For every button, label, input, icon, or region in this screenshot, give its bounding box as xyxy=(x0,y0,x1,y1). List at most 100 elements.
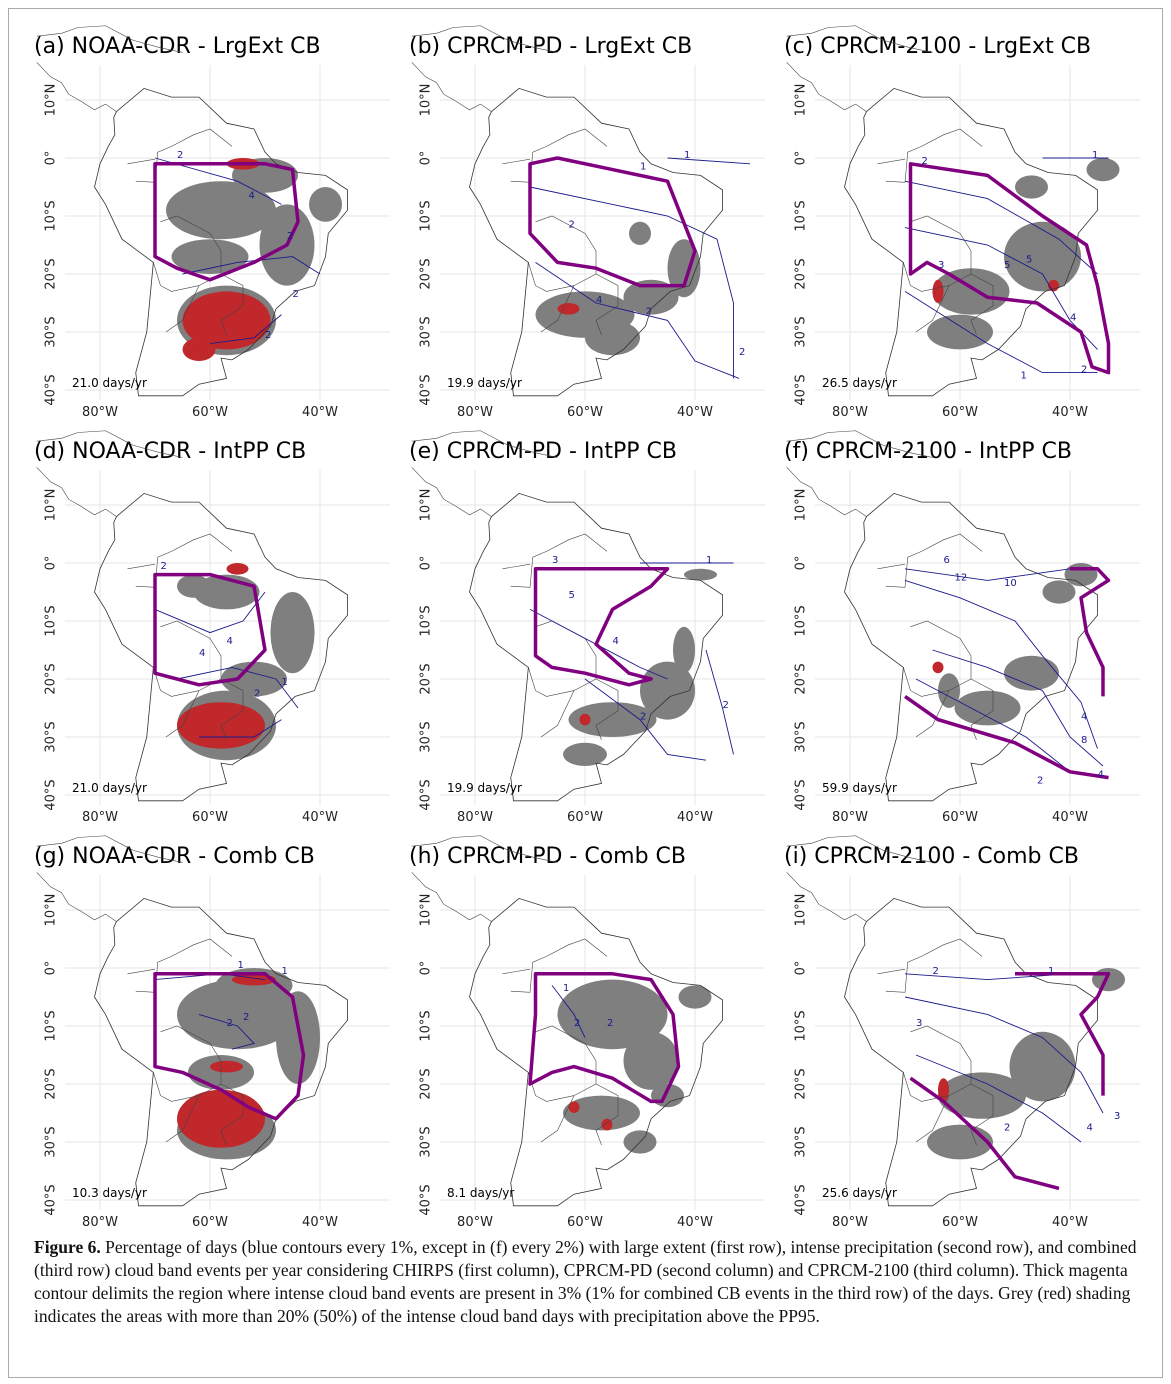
figure: (a) NOAA-CDR - LrgExt CB10°N0°10°S20°S30… xyxy=(34,25,1140,1230)
border xyxy=(36,25,183,53)
contour-label: 5 xyxy=(1026,254,1032,265)
red-shading xyxy=(579,713,591,726)
border xyxy=(510,128,608,183)
lon-tick-label: 60°W xyxy=(567,810,603,825)
border xyxy=(786,25,933,53)
blue-contour xyxy=(154,591,266,634)
lat-tick-label: 30°S xyxy=(794,721,809,752)
lat-tick-label: 10°S xyxy=(419,200,434,231)
lat-tick-label: 10°S xyxy=(419,605,434,636)
grey-shading xyxy=(1004,655,1059,691)
blue-contour xyxy=(551,985,586,1038)
border xyxy=(153,1072,222,1102)
blue-contour xyxy=(904,996,1104,1114)
blue-contour xyxy=(199,719,282,738)
coastline xyxy=(94,87,348,397)
red-shading xyxy=(557,303,580,315)
lat-tick-label: 10°N xyxy=(794,894,809,927)
grey-shading xyxy=(568,702,657,737)
lon-tick-label: 60°W xyxy=(942,1215,978,1230)
lon-tick-label: 80°W xyxy=(457,1215,493,1230)
lat-tick-label: 20°S xyxy=(794,663,809,694)
blue-contour xyxy=(198,1013,255,1050)
lat-tick-label: 0° xyxy=(794,556,809,571)
contour-label: 4 xyxy=(613,636,619,647)
border xyxy=(885,533,983,588)
border xyxy=(411,25,558,53)
border xyxy=(411,62,492,112)
border xyxy=(903,262,972,292)
blue-contour xyxy=(209,314,282,345)
contour-label: 2 xyxy=(607,1018,613,1029)
lat-tick-label: 20°S xyxy=(794,1068,809,1099)
blue-contour xyxy=(904,180,1098,275)
lat-tick-label: 10°S xyxy=(419,1010,434,1041)
lat-tick-label: 10°N xyxy=(44,489,59,522)
days-label: 26.5 days/yr xyxy=(822,376,897,390)
border xyxy=(915,1095,950,1143)
panel-title: (e) CPRCM-PD - IntPP CB xyxy=(409,439,677,464)
border xyxy=(165,1095,200,1143)
days-label: 25.6 days/yr xyxy=(822,1186,897,1200)
lat-tick-label: 40°S xyxy=(419,1184,434,1215)
lat-tick-label: 20°S xyxy=(419,663,434,694)
grey-shading xyxy=(1015,175,1048,199)
map-panel: (g) NOAA-CDR - Comb CB 10°N 0° 10°S 20°S 30°S… xyxy=(34,835,390,1230)
panel-title: (a) NOAA-CDR - LrgExt CB xyxy=(34,34,321,59)
lat-tick-label: 10°S xyxy=(44,605,59,636)
blue-contour xyxy=(915,1054,1082,1143)
border xyxy=(36,430,183,458)
contour-label: 2 xyxy=(177,150,183,161)
grey-shading xyxy=(932,268,1010,315)
contour-label: 4 xyxy=(249,191,255,202)
contour-label: 1 xyxy=(684,150,690,161)
lon-tick-label: 40°W xyxy=(677,1215,713,1230)
lat-tick-label: 0° xyxy=(419,961,434,976)
lon-tick-label: 40°W xyxy=(1052,1215,1088,1230)
map-panel: (e) CPRCM-PD - IntPP CB 10°N 0° 10°S 20°S 30°… xyxy=(409,430,765,825)
border xyxy=(786,467,867,517)
contour-label: 3 xyxy=(938,260,944,271)
lat-tick-label: 10°S xyxy=(794,605,809,636)
border xyxy=(877,563,906,570)
contour-label: 2 xyxy=(1081,365,1087,376)
lon-tick-label: 60°W xyxy=(567,405,603,420)
panel-title: (b) CPRCM-PD - LrgExt CB xyxy=(409,34,692,59)
border xyxy=(502,968,531,975)
coastline xyxy=(844,897,1098,1207)
border xyxy=(786,835,933,863)
border xyxy=(127,968,156,975)
lat-tick-label: 40°S xyxy=(794,1184,809,1215)
grey-shading xyxy=(954,690,1021,726)
lat-tick-label: 30°S xyxy=(44,316,59,347)
border xyxy=(510,938,608,993)
contour-label: 4 xyxy=(1098,770,1104,781)
border xyxy=(540,285,575,333)
blue-contour xyxy=(904,291,1098,374)
border xyxy=(153,667,222,697)
blue-contour xyxy=(584,678,707,761)
border xyxy=(786,430,933,458)
grey-shading xyxy=(215,968,293,1003)
grey-shading xyxy=(171,239,249,274)
lat-tick-label: 0° xyxy=(44,151,59,166)
grey-shading xyxy=(563,742,607,767)
border xyxy=(411,835,558,863)
border xyxy=(135,128,233,183)
lat-tick-label: 10°N xyxy=(794,84,809,117)
lat-tick-label: 40°S xyxy=(44,374,59,405)
lat-tick-label: 20°S xyxy=(44,663,59,694)
lat-tick-label: 20°S xyxy=(44,258,59,289)
days-label: 19.9 days/yr xyxy=(447,376,522,390)
blue-contour xyxy=(904,568,1071,581)
red-shading xyxy=(210,1060,243,1073)
grey-shading xyxy=(1042,580,1076,604)
contour-label: 4 xyxy=(199,648,205,659)
grey-shading xyxy=(678,985,712,1009)
map-panel: (a) NOAA-CDR - LrgExt CB 10°N 0° 10°S 20°S 30… xyxy=(34,25,390,420)
contour-label: 2 xyxy=(574,1018,580,1029)
red-shading xyxy=(226,563,249,575)
border xyxy=(165,690,200,738)
red-shading xyxy=(182,291,271,350)
